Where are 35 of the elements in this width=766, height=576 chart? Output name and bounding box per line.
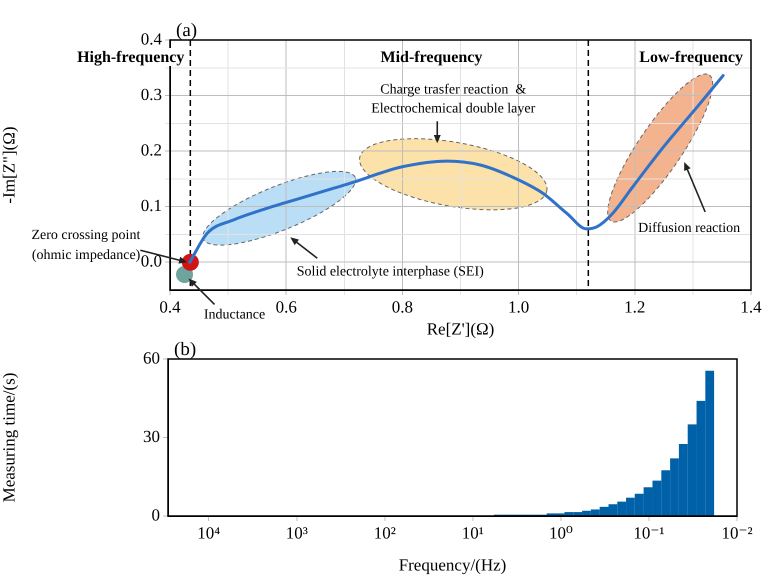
y-tick-label: 0 bbox=[152, 505, 160, 524]
x-tick-label: 1.0 bbox=[508, 298, 530, 317]
x-axis-title: Frequency/(Hz) bbox=[398, 555, 506, 574]
chart-title: (b) bbox=[174, 339, 196, 360]
x-tick-label: 0.8 bbox=[392, 298, 414, 317]
y-tick-label: 0.0 bbox=[140, 252, 162, 271]
annotation: Charge trasfer reaction & Electrochemical double layer bbox=[371, 82, 536, 116]
y-axis-title: Measuring time/(s) bbox=[0, 372, 19, 502]
annotation: High-frequency bbox=[77, 49, 184, 66]
annotation: Inductance bbox=[204, 307, 266, 322]
y-tick-label: 60 bbox=[143, 348, 160, 368]
x-tick-label: 1.2 bbox=[624, 298, 646, 317]
x-tick-label: 1.4 bbox=[740, 298, 762, 317]
x-axis-title: Re[Z'](Ω) bbox=[426, 319, 494, 338]
y-tick-label: 0.4 bbox=[140, 29, 162, 48]
x-tick-label: 0.4 bbox=[159, 298, 182, 317]
y-axis-title: -Im[Z"](Ω) bbox=[0, 126, 19, 204]
x-tick-label: 10⁴ bbox=[197, 524, 220, 543]
x-tick-label: 10³ bbox=[286, 524, 308, 543]
y-tick-label: 0.2 bbox=[140, 140, 162, 160]
annotation: Zero crossing point (ohmic impedance) bbox=[31, 228, 141, 264]
x-tick-label: 10⁻¹ bbox=[633, 524, 664, 543]
x-tick-label: 10⁰ bbox=[548, 524, 573, 543]
annotation: Solid electrolyte interphase (SEI) bbox=[296, 264, 484, 280]
x-tick-label: 10⁻² bbox=[721, 524, 753, 543]
y-tick-label: 0.1 bbox=[140, 196, 162, 216]
annotation: Mid-frequency bbox=[380, 49, 482, 66]
annotation: Diffusion reaction bbox=[638, 221, 740, 236]
y-tick-label: 30 bbox=[143, 426, 160, 446]
annotation: Low-frequency bbox=[639, 49, 743, 66]
x-tick-label: 10¹ bbox=[462, 524, 484, 543]
chart-title: (a) bbox=[176, 20, 198, 41]
x-tick-label: 0.6 bbox=[276, 298, 297, 317]
x-tick-label: 10² bbox=[374, 524, 396, 543]
y-tick-label: 0.3 bbox=[140, 85, 162, 104]
